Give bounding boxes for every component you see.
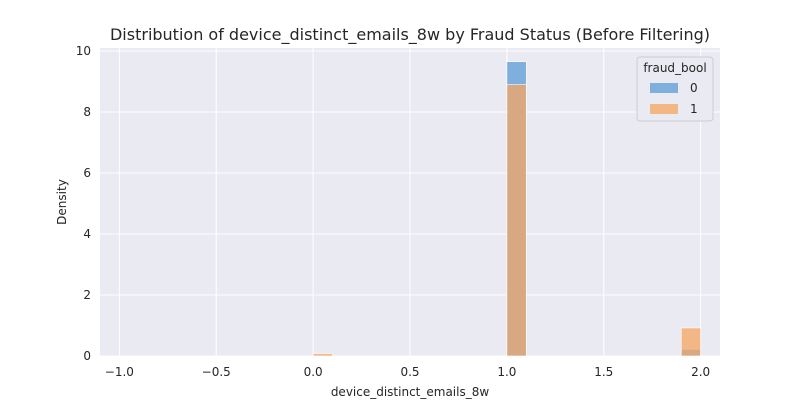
histogram-bar-series-1: [312, 353, 333, 357]
histogram-bar-series-1: [680, 327, 701, 357]
y-axis-ticks: 0 2 4 6 8 10: [76, 44, 91, 363]
legend-label-0: 0: [690, 81, 698, 95]
histogram-bar-series-1: [506, 84, 527, 357]
x-tick-label: 1.0: [497, 365, 516, 379]
x-axis-ticks: −1.0 −0.5 0.0 0.5 1.0 1.5 2.0: [105, 365, 710, 379]
x-tick-label: 0.5: [400, 365, 419, 379]
chart-title: Distribution of device_distinct_emails_8…: [110, 25, 710, 45]
y-tick-label: 4: [83, 227, 91, 241]
legend: fraud_bool 0 1: [636, 56, 714, 122]
legend-label-1: 1: [690, 102, 698, 116]
y-axis-label: Density: [55, 179, 69, 225]
y-tick-label: 6: [83, 166, 91, 180]
x-tick-label: −0.5: [202, 365, 231, 379]
y-tick-label: 0: [83, 349, 91, 363]
legend-title: fraud_bool: [643, 61, 706, 75]
y-tick-label: 2: [83, 288, 91, 302]
bars: [312, 61, 701, 357]
x-tick-label: 1.5: [594, 365, 613, 379]
legend-swatch-0: [650, 83, 678, 93]
x-tick-label: 2.0: [691, 365, 710, 379]
x-axis-label: device_distinct_emails_8w: [331, 385, 490, 399]
x-tick-label: −1.0: [105, 365, 134, 379]
legend-swatch-1: [650, 104, 678, 114]
grid-lines: [100, 48, 720, 357]
x-tick-label: 0.0: [304, 365, 323, 379]
y-tick-label: 8: [83, 105, 91, 119]
y-tick-label: 10: [76, 44, 91, 58]
